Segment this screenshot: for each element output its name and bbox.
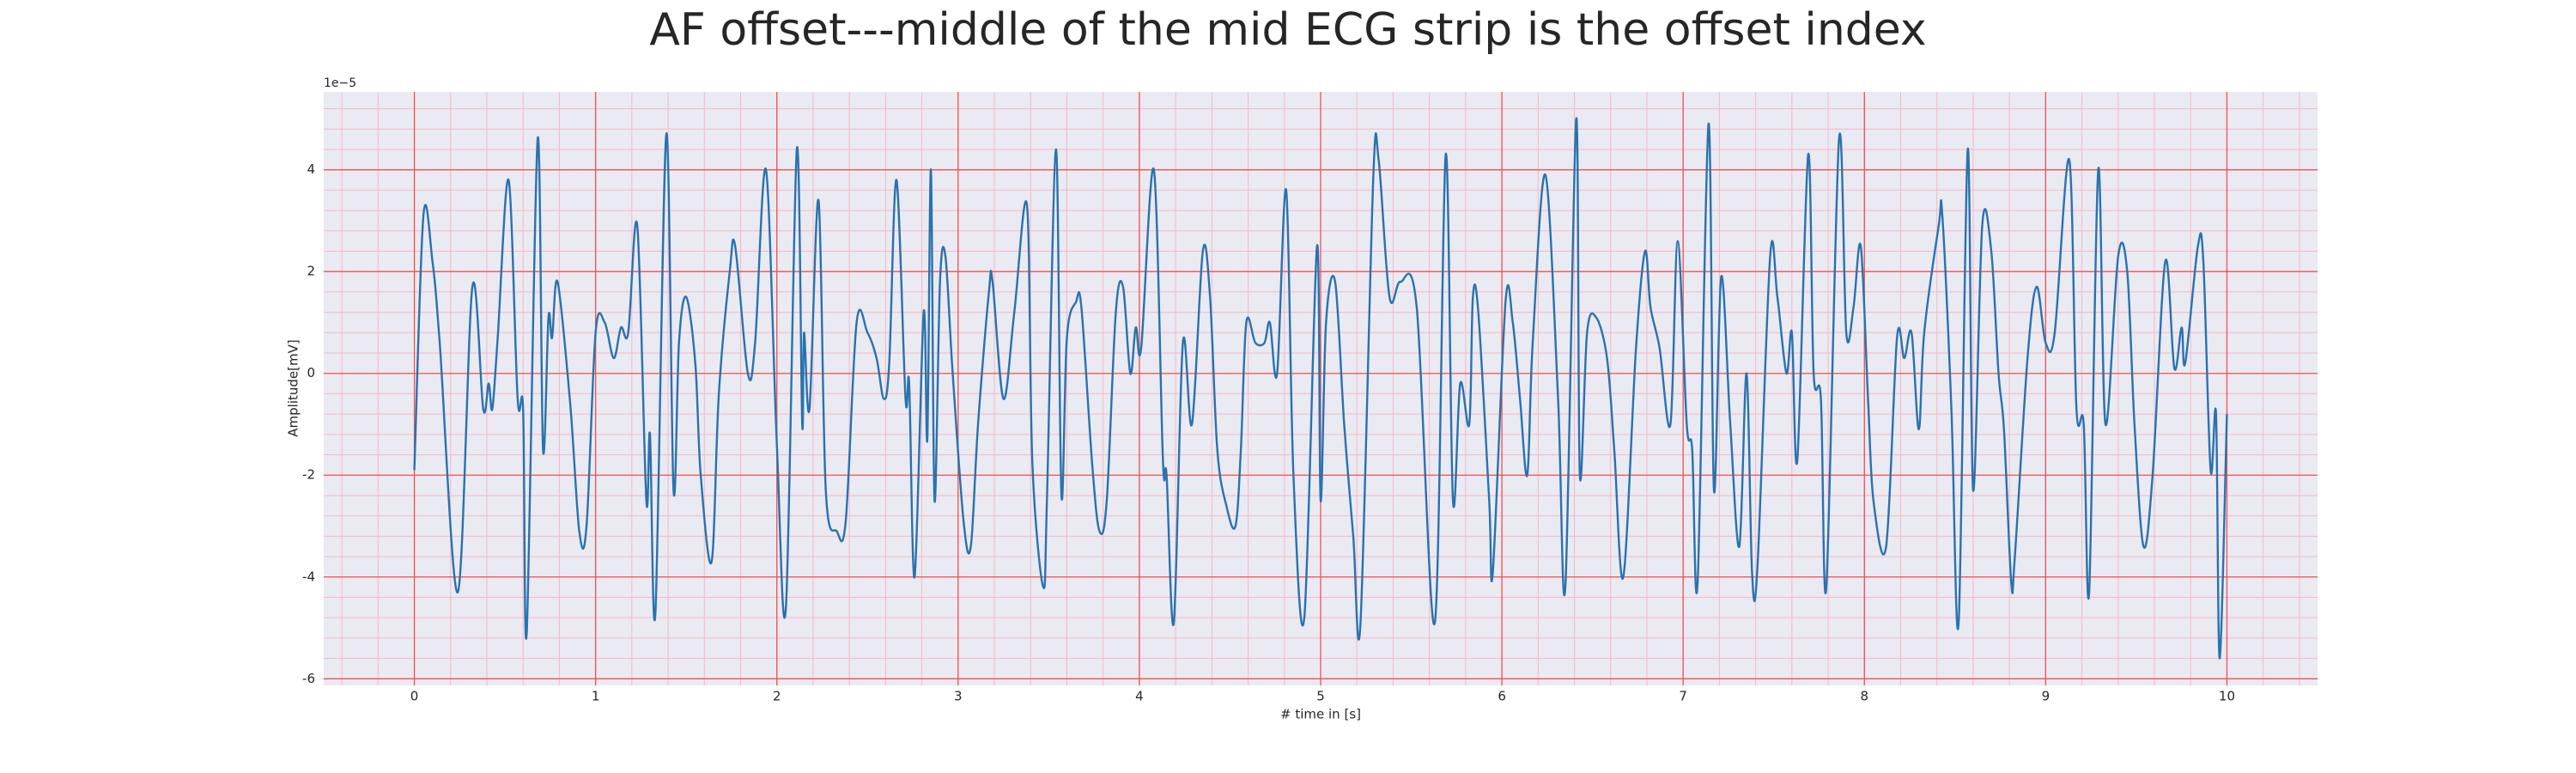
y-tick-label: 0 <box>307 365 315 380</box>
x-tick-label: 10 <box>2219 689 2235 704</box>
y-tick-label: 4 <box>307 161 315 177</box>
y-tick-label: -6 <box>302 671 315 686</box>
x-tick-label: 5 <box>1316 689 1325 704</box>
x-tick-label: 7 <box>1679 689 1687 704</box>
y-offset-label: 1e−5 <box>324 76 356 90</box>
data-layer <box>413 117 2228 660</box>
x-tick-label: 1 <box>592 689 600 704</box>
x-tick-label: 4 <box>1135 689 1144 704</box>
y-axis-label: Amplitude[mV] <box>286 339 301 436</box>
x-tick-label: 3 <box>954 689 963 704</box>
x-axis-label: # time in [s] <box>1280 707 1361 722</box>
signal-line <box>413 117 2228 660</box>
x-tick-label: 2 <box>773 689 781 704</box>
y-tick-label: -4 <box>302 569 315 584</box>
x-tick-label: 0 <box>410 689 419 704</box>
x-tick-label: 9 <box>2042 689 2050 704</box>
y-tick-label: 2 <box>307 264 315 279</box>
x-tick-label: 6 <box>1498 689 1506 704</box>
x-tick-label: 8 <box>1860 689 1868 704</box>
y-tick-label: -2 <box>302 467 315 483</box>
chart-title: AF offset---middle of the mid ECG strip … <box>649 4 1926 56</box>
